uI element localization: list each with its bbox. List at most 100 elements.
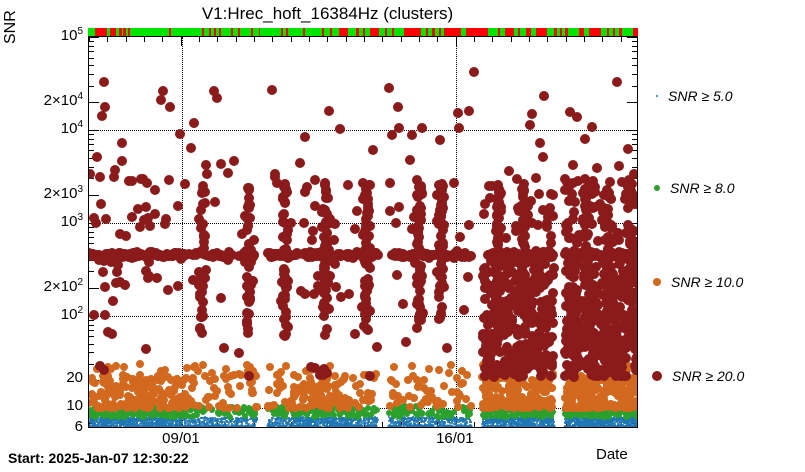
data-point-snr5 — [91, 427, 94, 428]
x-axis-tick-minor — [217, 37, 218, 42]
y-axis-tick-minor — [89, 130, 94, 131]
data-point-snr5 — [564, 418, 566, 420]
data-point-snr5 — [313, 421, 315, 423]
data-point-snr5 — [364, 419, 366, 421]
data-point-snr5 — [115, 424, 118, 427]
data-point-snr5 — [510, 424, 513, 427]
data-point-snr5 — [280, 427, 283, 428]
x-axis-tick-minor — [529, 37, 530, 42]
data-point-snr5 — [159, 425, 162, 428]
data-point-snr5 — [494, 420, 496, 422]
y-axis-tick-minor — [89, 344, 94, 345]
data-point-snr5 — [106, 424, 109, 427]
data-point-snr5 — [611, 427, 614, 428]
x-axis-tick-minor — [437, 37, 438, 42]
data-point-snr5 — [146, 426, 149, 428]
data-point-snr5 — [438, 421, 440, 423]
data-point-snr5 — [387, 427, 390, 428]
data-point-snr5 — [606, 425, 609, 428]
data-point-snr5 — [414, 425, 417, 428]
data-point-snr5 — [174, 427, 177, 428]
data-point-snr5 — [350, 420, 352, 422]
data-point-snr5 — [223, 427, 226, 428]
y-axis-tick-minor — [89, 51, 94, 52]
data-point-snr5 — [637, 420, 638, 422]
data-point-snr5 — [637, 418, 638, 420]
y-axis-tick-minor — [632, 102, 637, 103]
data-point-snr5 — [501, 424, 504, 427]
data-point-snr5 — [459, 427, 462, 428]
data-point-snr5 — [427, 426, 430, 428]
y-axis-tick-minor — [89, 86, 94, 87]
y-axis-tick-minor — [632, 139, 637, 140]
data-point-snr5 — [337, 427, 339, 428]
data-point-snr5 — [187, 425, 190, 428]
data-point-snr5 — [416, 427, 419, 428]
data-point-snr5 — [482, 427, 485, 428]
data-point-snr5 — [273, 427, 276, 428]
x-axis-tick-minor — [621, 37, 622, 42]
x-axis-tick-minor — [254, 37, 255, 42]
data-point-snr5 — [405, 427, 407, 428]
x-axis-tick-minor — [107, 37, 108, 42]
data-point-snr5 — [410, 425, 413, 428]
data-point-snr5 — [254, 421, 256, 423]
data-point-snr5 — [276, 427, 279, 428]
data-point-snr5 — [294, 425, 297, 428]
data-point-snr5 — [540, 427, 543, 428]
data-point-snr5 — [116, 427, 118, 428]
data-point-snr5 — [606, 427, 609, 428]
data-point-snr5 — [335, 422, 337, 424]
data-point-snr5 — [430, 424, 433, 427]
data-point-snr5 — [421, 421, 423, 423]
data-point-snr5 — [334, 427, 336, 428]
data-point-snr5 — [154, 427, 156, 428]
y-axis-tick-minor — [89, 58, 94, 59]
data-point-snr5 — [249, 427, 252, 428]
y-axis-tick-minor — [632, 167, 637, 168]
data-point-snr5 — [606, 421, 608, 423]
y-axis-tick-minor — [89, 46, 94, 47]
data-point-snr5 — [517, 419, 519, 421]
data-point-snr5 — [403, 419, 405, 421]
y-axis-tick-minor — [89, 288, 94, 289]
data-point-snr5 — [154, 426, 157, 428]
data-point-snr5 — [295, 420, 297, 422]
x-axis-tick-minor — [309, 37, 310, 42]
data-point-snr5 — [632, 427, 635, 428]
data-point-snr5 — [291, 427, 293, 428]
data-point-snr5 — [576, 419, 578, 421]
data-point-snr5 — [140, 420, 142, 422]
data-point-snr5 — [603, 425, 606, 428]
data-point-snr5 — [637, 425, 638, 428]
data-point-snr5 — [120, 420, 122, 422]
y-axis-tick-minor — [632, 46, 637, 47]
data-point-snr5 — [272, 425, 275, 428]
data-point-snr5 — [514, 421, 516, 423]
y-axis-tick-minor — [632, 65, 637, 66]
data-point-snr5 — [393, 427, 396, 428]
y-axis-tick-minor — [89, 364, 94, 365]
data-point-snr5 — [169, 420, 171, 422]
data-point-snr5 — [526, 427, 528, 428]
data-point-snr5 — [410, 427, 413, 428]
data-point-snr5 — [164, 427, 167, 428]
data-point-snr5 — [303, 420, 305, 422]
data-point-snr5 — [243, 426, 246, 428]
data-point-snr5 — [491, 427, 493, 428]
data-point-snr5 — [430, 420, 432, 422]
x-axis-tick-minor — [144, 37, 145, 42]
data-point-snr5 — [285, 427, 288, 428]
x-axis-tick-minor — [401, 37, 402, 42]
data-point-snr5 — [568, 424, 571, 427]
data-point-snr5 — [460, 426, 463, 429]
data-point-snr5 — [131, 418, 133, 420]
x-axis-tick-minor — [419, 37, 420, 42]
data-point-snr5 — [587, 427, 590, 428]
data-point-snr5 — [206, 421, 208, 423]
data-point-snr5 — [117, 427, 119, 428]
data-point-snr5 — [249, 427, 252, 428]
data-point-snr5 — [197, 427, 200, 428]
data-point-snr5 — [517, 427, 520, 428]
data-point-snr5 — [311, 427, 313, 428]
